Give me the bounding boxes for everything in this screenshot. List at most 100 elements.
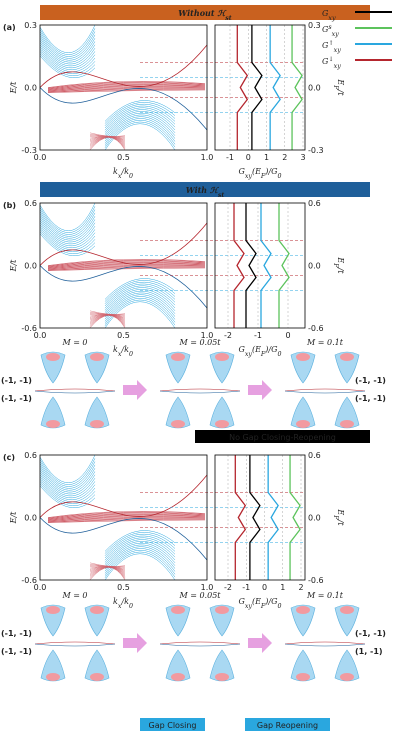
legend-label: G↑xy: [322, 40, 341, 54]
banner-label: Gap Reopening: [257, 721, 318, 730]
cone-tip: [340, 606, 354, 614]
band: [104, 532, 176, 554]
band: [39, 231, 96, 254]
cone-tip: [296, 673, 310, 681]
plot-frame: [39, 202, 208, 329]
band: [104, 111, 176, 135]
conductance-curve: [267, 455, 279, 580]
cone-tip: [215, 606, 229, 614]
band: [104, 530, 176, 552]
edge-line: [34, 641, 116, 645]
label-part: k: [113, 597, 118, 606]
band: [104, 537, 176, 561]
chern-label: (-1, -1): [1, 629, 32, 638]
cone-tip: [296, 353, 310, 361]
cone-tip: [90, 606, 104, 614]
banner: [195, 430, 370, 443]
band: [104, 104, 176, 126]
header-bar: [40, 182, 370, 197]
label-part: x: [118, 173, 122, 180]
plot-frame: [39, 24, 208, 151]
x-axis-label: kx/k0: [113, 597, 133, 610]
y-tick-label: -0.3: [21, 146, 37, 155]
label-part: xy: [245, 351, 253, 358]
conductance-curve: [251, 25, 263, 150]
banner-label: Gap Closing: [149, 721, 197, 730]
band: [39, 476, 96, 501]
band: [39, 55, 96, 78]
dirac-cone: [334, 604, 360, 637]
band: [39, 233, 96, 256]
band: [39, 222, 96, 246]
conductance-curve: [236, 25, 249, 150]
band: [104, 278, 176, 300]
band: [47, 266, 206, 270]
cone-tip: [215, 353, 229, 361]
band: [39, 37, 96, 63]
band: [47, 267, 206, 271]
band: [39, 463, 96, 489]
chern-label: (-1, -1): [1, 394, 32, 403]
y-axis-label: E/t: [9, 81, 18, 95]
label-part: xy: [332, 31, 340, 38]
g-tick-label: 2: [298, 583, 303, 592]
legend-label: G↓xy: [322, 56, 341, 70]
label-part: E: [336, 256, 345, 263]
plot-frame: [214, 24, 306, 151]
band-structure: [39, 24, 305, 151]
label-part: F: [260, 351, 266, 358]
cone-tip: [46, 606, 60, 614]
band: [47, 515, 206, 521]
x-tick-label: 0.0: [34, 583, 47, 592]
label-part: s: [328, 24, 332, 31]
label-part: E/t: [9, 81, 18, 95]
y-tick-label: 0.0: [24, 262, 37, 271]
band: [39, 485, 96, 508]
cone-tip: [296, 420, 310, 428]
band: [47, 81, 206, 89]
edge-line: [34, 388, 116, 392]
header-bar: [40, 5, 370, 20]
band: [39, 46, 96, 71]
band: [39, 461, 96, 487]
cone-tip: [46, 673, 60, 681]
band: [104, 546, 176, 572]
label-part: ↑: [328, 40, 333, 47]
edge-state: [39, 265, 208, 309]
g-tick-label: 0: [246, 153, 251, 162]
panel-label: (b): [3, 201, 16, 210]
label-part: With ℋ: [186, 185, 220, 195]
band: [39, 31, 96, 57]
band: [104, 296, 176, 322]
label-part: 0: [129, 603, 133, 610]
edge-line: [159, 641, 241, 645]
label-part: (E: [252, 167, 261, 176]
band: [39, 211, 96, 237]
y-tick-label: 0.0: [24, 84, 37, 93]
band: [39, 465, 96, 491]
edge-state: [39, 87, 208, 131]
conductance-curve: [249, 455, 261, 580]
band: [104, 535, 176, 559]
g-tick-label: 3: [300, 153, 305, 162]
label-part: (E: [252, 597, 261, 606]
band: [47, 88, 206, 93]
band: [104, 118, 176, 144]
y-tick-label: 0.3: [24, 21, 37, 30]
band: [39, 42, 96, 67]
label-part: )/G: [264, 167, 278, 176]
legend-label: Gxy: [322, 9, 336, 22]
label-part: E/t: [9, 511, 18, 525]
edge-line: [159, 643, 241, 647]
edge-state: [39, 474, 208, 518]
label-part: Without ℋ: [178, 8, 227, 18]
conductance-curve: [245, 203, 257, 328]
band: [89, 132, 126, 137]
conductance-curve: [233, 203, 245, 328]
band: [39, 202, 96, 231]
band: [104, 102, 176, 124]
g-axis-label: Gxy(EF)/G0: [238, 345, 281, 358]
band: [47, 515, 206, 521]
label-part: 0: [278, 603, 282, 610]
